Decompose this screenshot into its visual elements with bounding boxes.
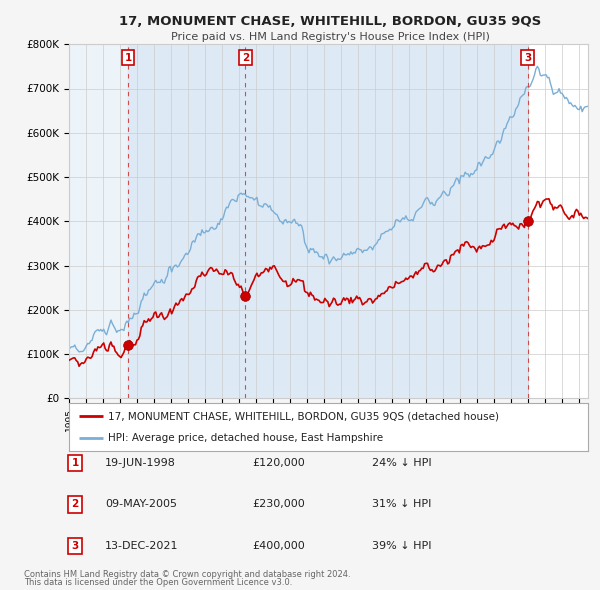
- Text: 13-DEC-2021: 13-DEC-2021: [105, 541, 179, 550]
- Text: Price paid vs. HM Land Registry's House Price Index (HPI): Price paid vs. HM Land Registry's House …: [170, 32, 490, 42]
- Text: Contains HM Land Registry data © Crown copyright and database right 2024.: Contains HM Land Registry data © Crown c…: [24, 570, 350, 579]
- Text: 3: 3: [524, 53, 531, 63]
- Text: 24% ↓ HPI: 24% ↓ HPI: [372, 458, 431, 468]
- Text: £120,000: £120,000: [252, 458, 305, 468]
- Text: 17, MONUMENT CHASE, WHITEHILL, BORDON, GU35 9QS: 17, MONUMENT CHASE, WHITEHILL, BORDON, G…: [119, 15, 541, 28]
- Text: 3: 3: [71, 541, 79, 550]
- Text: 17, MONUMENT CHASE, WHITEHILL, BORDON, GU35 9QS (detached house): 17, MONUMENT CHASE, WHITEHILL, BORDON, G…: [108, 411, 499, 421]
- Text: 1: 1: [124, 53, 131, 63]
- Text: 1: 1: [71, 458, 79, 468]
- Text: 31% ↓ HPI: 31% ↓ HPI: [372, 500, 431, 509]
- Text: 19-JUN-1998: 19-JUN-1998: [105, 458, 176, 468]
- Text: £230,000: £230,000: [252, 500, 305, 509]
- Text: This data is licensed under the Open Government Licence v3.0.: This data is licensed under the Open Gov…: [24, 578, 292, 587]
- Text: £400,000: £400,000: [252, 541, 305, 550]
- Text: 2: 2: [71, 500, 79, 509]
- Bar: [69, 44, 128, 398]
- Text: 09-MAY-2005: 09-MAY-2005: [105, 500, 177, 509]
- Bar: [245, 44, 527, 398]
- Text: HPI: Average price, detached house, East Hampshire: HPI: Average price, detached house, East…: [108, 433, 383, 443]
- Bar: [128, 44, 245, 398]
- Text: 2: 2: [242, 53, 249, 63]
- Text: 39% ↓ HPI: 39% ↓ HPI: [372, 541, 431, 550]
